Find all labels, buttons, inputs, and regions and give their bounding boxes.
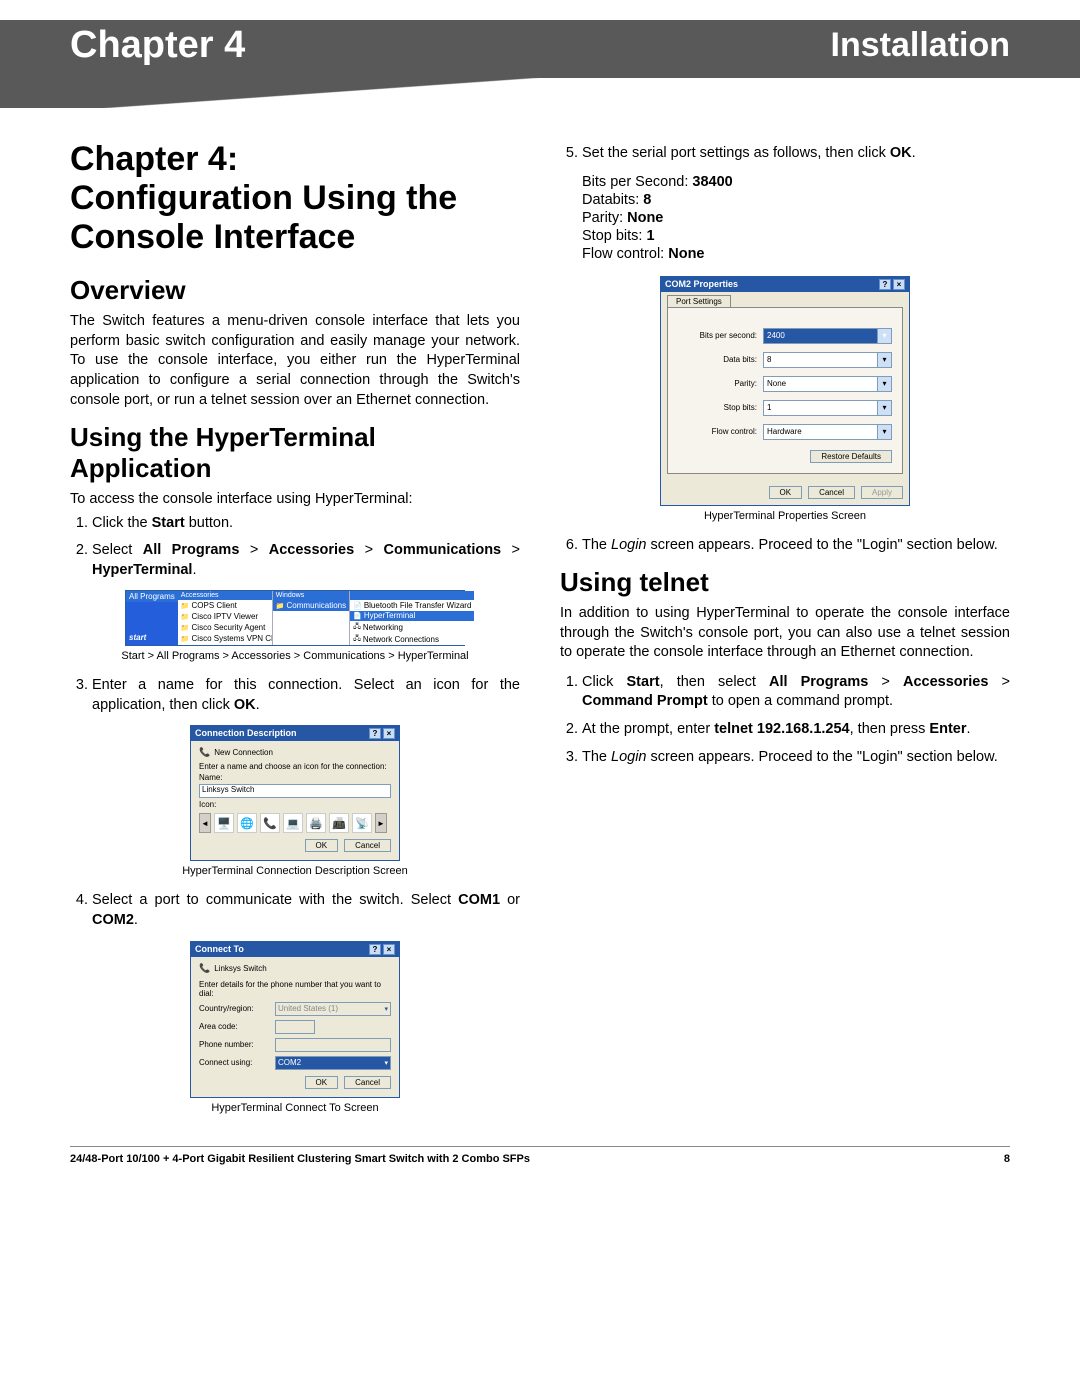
connect-using-select[interactable]: COM2▾ <box>275 1056 391 1070</box>
props-select[interactable]: 8▾ <box>763 352 892 368</box>
ok-button[interactable]: OK <box>305 1076 339 1089</box>
footer-product: 24/48-Port 10/100 + 4-Port Gigabit Resil… <box>70 1153 530 1165</box>
step-6: The Login screen appears. Proceed to the… <box>582 536 1010 556</box>
cancel-button[interactable]: Cancel <box>808 486 855 499</box>
dialog-titlebar: COM2 Properties ?× <box>661 277 909 292</box>
close-icon: × <box>893 279 905 290</box>
props-row: Data bits:8▾ <box>678 352 892 368</box>
phone-number-input[interactable] <box>275 1038 391 1052</box>
step-2: Select All Programs > Accessories > Comm… <box>92 541 520 580</box>
page-header: Chapter 4 Installation <box>0 0 1080 100</box>
header-chapter: Chapter 4 <box>70 24 245 67</box>
figure2-caption: HyperTerminal Connection Description Scr… <box>70 865 520 877</box>
phone-icon: 📞 <box>199 963 210 974</box>
overview-heading: Overview <box>70 275 520 306</box>
dialog-titlebar: Connection Description ?× <box>191 726 399 741</box>
figure-connection-description: Connection Description ?× 📞 New Connecti… <box>190 725 400 861</box>
step-4: Select a port to communicate with the sw… <box>92 891 520 930</box>
start-col2-header: Accessories <box>178 591 272 600</box>
start-menu-all-programs: All Programs <box>126 591 178 602</box>
cancel-button[interactable]: Cancel <box>344 839 391 852</box>
figure3-caption: HyperTerminal Connect To Screen <box>70 1102 520 1114</box>
figure1-caption: Start > All Programs > Accessories > Com… <box>70 650 520 662</box>
help-icon: ? <box>369 944 381 955</box>
serial-setting: Flow control: None <box>582 246 1010 262</box>
step-1: Click the Start button. <box>92 514 520 534</box>
figure-com-properties: COM2 Properties ?× Port Settings Bits pe… <box>660 276 910 506</box>
figure4-caption: HyperTerminal Properties Screen <box>560 510 1010 522</box>
scroll-right-icon[interactable]: ► <box>375 813 387 833</box>
area-code-input[interactable] <box>275 1020 315 1034</box>
telnet-intro: In addition to using HyperTerminal to op… <box>560 604 1010 663</box>
country-select[interactable]: United States (1)▾ <box>275 1002 391 1016</box>
serial-setting: Bits per Second: 38400 <box>582 174 1010 190</box>
ok-button[interactable]: OK <box>305 839 339 852</box>
footer-page-number: 8 <box>1004 1153 1010 1165</box>
start-button: start <box>126 602 178 645</box>
connection-name-input[interactable]: Linksys Switch <box>199 784 391 798</box>
right-column: Set the serial port settings as follows,… <box>560 140 1010 1128</box>
scroll-left-icon[interactable]: ◄ <box>199 813 211 833</box>
figure-start-menu: All Programs start Accessories COPS Clie… <box>125 590 465 646</box>
telnet-steps: Click Start, then select All Programs > … <box>560 673 1010 767</box>
cancel-button[interactable]: Cancel <box>344 1076 391 1089</box>
hyperterminal-steps-cont: Enter a name for this connection. Select… <box>70 676 520 715</box>
close-icon: × <box>383 728 395 739</box>
apply-button[interactable]: Apply <box>861 486 903 499</box>
props-row: Stop bits:1▾ <box>678 400 892 416</box>
serial-setting: Parity: None <box>582 210 1010 226</box>
page-footer: 24/48-Port 10/100 + 4-Port Gigabit Resil… <box>70 1146 1010 1165</box>
hyperterminal-heading: Using the HyperTerminal Application <box>70 422 520 484</box>
header-section: Installation <box>831 26 1010 65</box>
step-3: Enter a name for this connection. Select… <box>92 676 520 715</box>
telnet-step-2: At the prompt, enter telnet 192.168.1.25… <box>582 720 1010 740</box>
figure-connect-to: Connect To ?× 📞 Linksys Switch Enter det… <box>190 941 400 1098</box>
props-row: Flow control:Hardware▾ <box>678 424 892 440</box>
overview-body: The Switch features a menu-driven consol… <box>70 312 520 410</box>
help-icon: ? <box>369 728 381 739</box>
telnet-step-1: Click Start, then select All Programs > … <box>582 673 1010 712</box>
telnet-heading: Using telnet <box>560 567 1010 598</box>
step-5: Set the serial port settings as follows,… <box>582 144 1010 164</box>
serial-settings-list: Bits per Second: 38400 Databits: 8 Parity:… <box>560 174 1010 262</box>
serial-setting: Stop bits: 1 <box>582 228 1010 244</box>
props-select[interactable]: 1▾ <box>763 400 892 416</box>
header-slant <box>0 78 1080 108</box>
props-row: Parity:None▾ <box>678 376 892 392</box>
chapter-title: Chapter 4: Configuration Using the Conso… <box>70 140 520 257</box>
start-col3-header: Windows <box>273 591 349 600</box>
props-row: Bits per second:2400▾ <box>678 328 892 344</box>
telnet-step-3: The Login screen appears. Proceed to the… <box>582 748 1010 768</box>
close-icon: × <box>383 944 395 955</box>
dialog-titlebar: Connect To ?× <box>191 942 399 957</box>
phone-icon: 📞 <box>199 747 210 758</box>
serial-setting: Databits: 8 <box>582 192 1010 208</box>
restore-defaults-button[interactable]: Restore Defaults <box>810 450 892 463</box>
ok-button[interactable]: OK <box>769 486 803 499</box>
hyperterminal-steps: Click the Start button. Select All Progr… <box>70 514 520 581</box>
props-select[interactable]: None▾ <box>763 376 892 392</box>
help-icon: ? <box>879 279 891 290</box>
props-select[interactable]: Hardware▾ <box>763 424 892 440</box>
icon-picker[interactable]: ◄ 🖥️🌐📞💻🖨️📠📡 ► <box>199 813 391 833</box>
hyperterminal-intro: To access the console interface using Hy… <box>70 490 520 510</box>
props-select[interactable]: 2400▾ <box>763 328 892 344</box>
port-settings-tab[interactable]: Port Settings <box>667 295 731 307</box>
left-column: Chapter 4: Configuration Using the Conso… <box>70 140 520 1128</box>
